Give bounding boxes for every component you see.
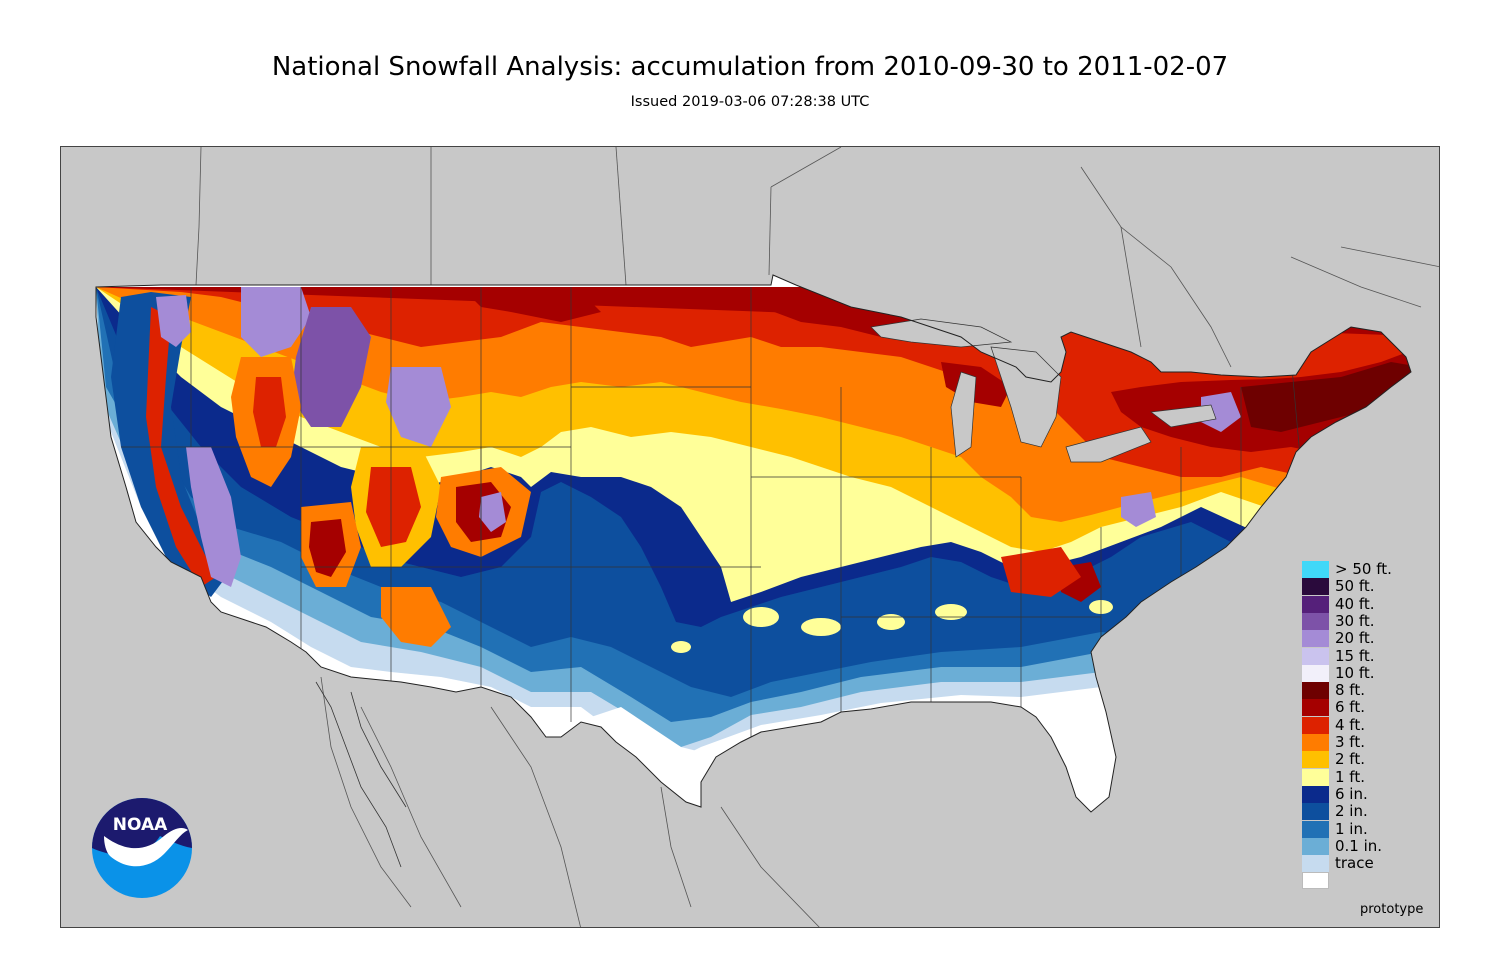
legend-swatch (1302, 630, 1329, 648)
legend-label: > 50 ft. (1335, 560, 1392, 578)
legend-label: 40 ft. (1335, 594, 1375, 613)
legend-item: 15 ft. (1302, 646, 1442, 665)
legend-label: 20 ft. (1335, 629, 1375, 648)
legend-swatch (1302, 561, 1329, 578)
map-title: National Snowfall Analysis: accumulation… (271, 52, 1229, 82)
legend-swatch (1302, 837, 1329, 855)
legend-item: 10 ft. (1302, 663, 1442, 682)
legend-label: 50 ft. (1335, 577, 1375, 596)
legend-item: 4 ft. (1302, 715, 1442, 734)
legend-item: 50 ft. (1302, 577, 1442, 596)
legend-swatch (1302, 664, 1329, 682)
legend-label: 10 ft. (1335, 663, 1375, 682)
legend-swatch (1302, 820, 1329, 838)
legend-item: 2 ft. (1302, 750, 1442, 769)
legend-item: > 50 ft. (1302, 560, 1442, 578)
legend-label: 2 ft. (1335, 750, 1365, 769)
legend-swatch (1302, 855, 1329, 873)
snowfall-map-canvas (95, 147, 1439, 927)
legend-item: 2 in. (1302, 802, 1442, 821)
legend-swatch (1302, 578, 1329, 596)
legend-label: 2 in. (1335, 802, 1368, 821)
prototype-note: prototype (1360, 902, 1424, 917)
legend-item: 6 in. (1302, 784, 1442, 803)
legend-item: 30 ft. (1302, 611, 1442, 630)
legend-label: 1 ft. (1335, 767, 1365, 786)
legend-label: 0.1 in. (1335, 836, 1383, 855)
legend-swatch (1302, 682, 1329, 700)
legend-label: 6 in. (1335, 784, 1368, 803)
legend-label: 3 ft. (1335, 733, 1365, 751)
us-outline (95, 274, 1412, 813)
coastlines (315, 681, 407, 868)
legend-swatch (1302, 734, 1329, 751)
legend-item: trace (1302, 854, 1442, 873)
legend-swatch (1302, 803, 1329, 821)
country-outlines (195, 147, 1439, 927)
legend-label: trace (1335, 854, 1374, 873)
legend-swatch (1302, 699, 1329, 717)
legend-label: 30 ft. (1335, 611, 1375, 630)
legend-item: 20 ft. (1302, 629, 1442, 648)
legend-label: 4 ft. (1335, 715, 1365, 734)
legend-swatch (1302, 751, 1329, 769)
legend-item: 8 ft. (1302, 681, 1442, 700)
legend-item (1302, 872, 1442, 890)
legend-swatch (1302, 595, 1329, 613)
legend-swatch (1302, 716, 1329, 734)
legend-item: 1 in. (1302, 819, 1442, 838)
legend-swatch (1302, 872, 1329, 890)
legend-swatch (1302, 647, 1329, 665)
legend-item: 3 ft. (1302, 733, 1442, 751)
legend-item: 0.1 in. (1302, 836, 1442, 855)
legend-swatch (1302, 785, 1329, 803)
legend-label: 8 ft. (1335, 681, 1365, 700)
legend-label: 15 ft. (1335, 646, 1375, 665)
legend-label: 1 in. (1335, 819, 1368, 838)
noaa-logo-text: NOAA (113, 815, 168, 835)
snow-accumulation-layer (96, 275, 1411, 812)
legend-swatch (1302, 768, 1329, 786)
legend-swatch (1302, 612, 1329, 630)
issued-timestamp: Issued 2019-03-06 07:28:38 UTC (630, 94, 870, 110)
legend-item: 40 ft. (1302, 594, 1442, 613)
legend-item: 1 ft. (1302, 767, 1442, 786)
noaa-logo: NOAA (90, 796, 194, 904)
great-lakes (870, 318, 1217, 463)
legend-label: 6 ft. (1335, 698, 1365, 717)
legend-item: 6 ft. (1302, 698, 1442, 717)
snowfall-map (60, 146, 1440, 928)
